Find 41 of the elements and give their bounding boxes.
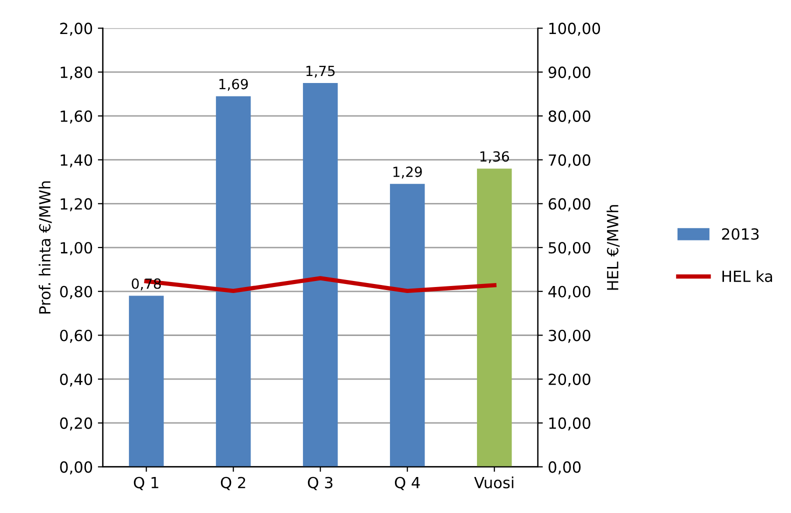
bar [476, 168, 512, 467]
y2-tick-label: 70,00 [548, 154, 590, 168]
bar [390, 184, 425, 467]
bar [128, 296, 164, 467]
y-tick-label: 0,20 [60, 417, 92, 431]
y2-tick-label: 30,00 [548, 330, 590, 343]
x-tick-label: Q 2 [220, 476, 246, 490]
y2-tick-label: 90,00 [548, 66, 590, 80]
y2-axis-title: HEL €/MWh [606, 205, 620, 290]
data-label: 1,29 [393, 166, 422, 178]
y2-tick-label: 60,00 [548, 198, 590, 212]
x-tick-label: Vuosi [474, 476, 514, 488]
bar [302, 83, 338, 467]
y-tick-label: 0,40 [60, 374, 92, 387]
y2-tick-label: 80,00 [548, 110, 590, 124]
y-tick-label: 0,60 [60, 330, 92, 343]
x-tick-label: Q 1 [134, 476, 158, 490]
y-tick-label: 1,20 [60, 198, 92, 212]
x-tick-label: Q 3 [308, 476, 332, 490]
x-tick-label: Q 4 [394, 476, 420, 490]
y-tick-label: 1,60 [60, 110, 92, 124]
bar [216, 96, 251, 467]
y-tick-label: 1,40 [60, 154, 92, 168]
data-label: 1,36 [480, 151, 509, 164]
y-tick-label: 0,80 [60, 286, 92, 299]
y-axis-title: Prof. hinta €/MWh [38, 181, 52, 314]
y2-tick-label: 0,00 [548, 461, 581, 474]
data-label: 1,69 [219, 78, 248, 91]
y-tick-label: 2,00 [60, 22, 92, 36]
data-label: 1,75 [306, 66, 335, 78]
y-tick-label: 0,00 [60, 461, 92, 474]
y2-tick-label: 10,00 [549, 417, 590, 431]
y-tick-label: 1,00 [60, 242, 92, 256]
legend-label: HEL ka [722, 270, 772, 282]
y2-tick-label: 20,00 [548, 374, 590, 387]
y-tick-label: 1,80 [60, 66, 92, 80]
data-label: 0,78 [132, 278, 161, 290]
y2-tick-label: 100,00 [549, 22, 600, 36]
y2-tick-label: 40,00 [548, 286, 590, 299]
legend-label: 2013 [722, 228, 759, 240]
y2-tick-label: 50,00 [548, 242, 590, 256]
